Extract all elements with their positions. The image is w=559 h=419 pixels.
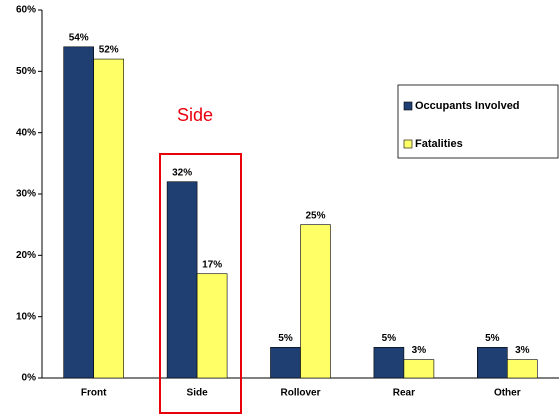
- x-tick-label: Side: [187, 388, 209, 399]
- bar: [476, 347, 508, 379]
- value-label: 52%: [99, 45, 119, 56]
- legend-swatch: [403, 101, 413, 111]
- legend-label: Fatalities: [415, 138, 463, 150]
- value-label: 5%: [485, 333, 500, 344]
- value-label: 25%: [305, 210, 325, 221]
- x-tick-label: Front: [81, 388, 107, 399]
- bar: [300, 224, 331, 379]
- value-label: 5%: [278, 333, 293, 344]
- value-label: 17%: [202, 259, 222, 270]
- value-label: 3%: [412, 345, 427, 356]
- bar: [196, 273, 228, 379]
- annotation: Side: [177, 105, 213, 125]
- y-tick-label: 20%: [16, 250, 36, 261]
- x-tick-label: Rear: [393, 388, 415, 399]
- highlight-box: [159, 153, 242, 414]
- value-label: 5%: [382, 333, 397, 344]
- bar: [166, 181, 198, 379]
- bar: [63, 46, 95, 379]
- x-tick-label: Other: [494, 388, 521, 399]
- bar: [373, 347, 405, 379]
- y-tick-label: 60%: [16, 5, 36, 16]
- y-tick-label: 0%: [22, 373, 37, 384]
- legend-box: [397, 84, 559, 159]
- value-label: 54%: [69, 32, 89, 43]
- value-label: 32%: [172, 167, 192, 178]
- y-tick-label: 10%: [16, 311, 36, 322]
- bar: [506, 359, 538, 379]
- bar: [270, 347, 301, 379]
- value-label: 3%: [515, 345, 530, 356]
- y-tick-label: 50%: [16, 66, 36, 77]
- legend-label: Occupants Involved: [415, 100, 520, 112]
- bar: [93, 58, 124, 379]
- x-tick-label: Rollover: [280, 388, 320, 399]
- y-tick-label: 30%: [16, 189, 36, 200]
- y-tick-label: 40%: [16, 127, 36, 138]
- bar: [403, 359, 435, 379]
- legend-swatch: [403, 139, 413, 149]
